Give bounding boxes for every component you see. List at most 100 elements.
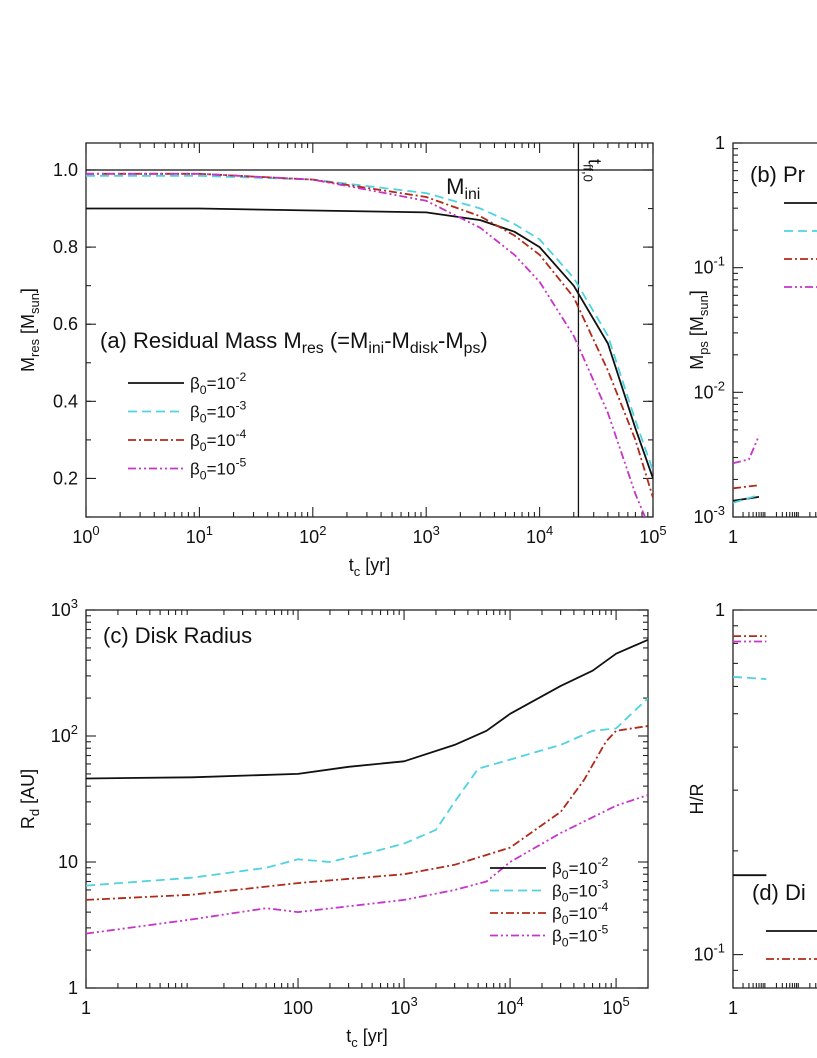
- legend-label-1-part: =10: [569, 859, 598, 878]
- panel-title-a-part: -M: [438, 328, 464, 353]
- y-tick-label: 10-3: [693, 503, 725, 527]
- panel-title-a: (a) Residual Mass Mres​ (=Mini​-Mdisk​-M…: [100, 328, 488, 357]
- y-axis-label-part: sun: [27, 293, 42, 314]
- x-tick-label: 103: [390, 994, 417, 1018]
- legend-label-2-part: β: [190, 403, 200, 422]
- legend-label-3-part: -4: [597, 900, 608, 914]
- panel-title-c: (c) Disk Radius: [103, 623, 252, 648]
- y-axis-label: Rd​ [AU]: [18, 769, 42, 829]
- y-tick-label-part: 10: [58, 852, 78, 872]
- x-tick-label-part: 10: [639, 527, 659, 547]
- y-tick-label-part: 2: [71, 722, 78, 737]
- legend-label-2: β0​=10-3: [190, 399, 247, 426]
- y-tick-label-part: -1: [713, 254, 725, 269]
- y-axis-label-part: M: [687, 355, 707, 370]
- y-axis-label-part: sun: [696, 295, 711, 316]
- panel-d: 1 10-1 1 H/R (d) Di: [687, 600, 817, 1018]
- legend-label-4: β0​=10-5: [552, 923, 609, 950]
- y-axis-label-part: [M: [687, 316, 707, 341]
- x-tick-label: 1: [728, 998, 738, 1018]
- legend-label-1-part: 0: [562, 868, 569, 882]
- y-tick-label-part: 3: [71, 596, 78, 611]
- y-axis-label: Mps​ [Msun​]: [687, 290, 711, 370]
- y-tick-label: 1: [68, 978, 78, 998]
- y-axis-label-group: H/R: [687, 784, 707, 815]
- y-tick-label-part: -1: [713, 941, 725, 956]
- x-tick-label-part: 100: [283, 998, 313, 1018]
- plot-area: [733, 635, 767, 877]
- series-line-1: [733, 496, 760, 502]
- legend-label-1-part: -2: [597, 855, 608, 869]
- y-axis-label-part: ]: [18, 288, 38, 293]
- y-axis-label-part: R: [18, 816, 38, 829]
- legend-label-1-part: 0: [200, 383, 207, 397]
- x-axis-label: tc​ [yr]: [349, 555, 391, 579]
- legend-label-2-part: =10: [207, 403, 236, 422]
- m-ini-label-part: M: [446, 174, 464, 199]
- panel-title-b: (b) Pr: [750, 162, 805, 187]
- panel-title-a-part: ini: [368, 340, 384, 357]
- y-tick-label: 0.2: [53, 468, 78, 488]
- x-axis-label: tc​ [yr]: [346, 1026, 388, 1050]
- legend-label-3-part: β: [552, 904, 562, 923]
- x-tick-label-part: 10: [496, 998, 516, 1018]
- series-line-3: [733, 484, 760, 490]
- y-tick-label: 0.4: [53, 391, 78, 411]
- y-tick-label-part: 10: [693, 258, 713, 278]
- legend-label-3-part: =10: [569, 904, 598, 923]
- series-line-1: [86, 638, 648, 780]
- y-tick-label: 10-1: [693, 941, 725, 965]
- legend-label-2-part: 0: [562, 891, 569, 905]
- legend-label-3: β0​=10-4: [552, 900, 609, 927]
- tff-label-part: t: [584, 159, 604, 164]
- y-axis-label: Mres​ [Msun​]: [18, 288, 42, 372]
- y-tick-label: 0.6: [53, 314, 78, 334]
- y-tick-label-part: 0.4: [53, 391, 78, 411]
- legend-label-1-part: β: [552, 859, 562, 878]
- panel-title-b-part: (b) Pr: [750, 162, 805, 187]
- x-tick-label-part: 10: [72, 527, 92, 547]
- m-ini-label: Mini: [446, 174, 480, 203]
- panel-title-a-part: res: [302, 340, 324, 357]
- y-axis-label-part: [AU]: [18, 769, 38, 809]
- panel-title-d-part: (d) Di: [752, 880, 806, 905]
- y-axis-label: H/R: [687, 784, 707, 815]
- legend-label-3-part: 0: [200, 440, 207, 454]
- x-tick-label-part: 5: [659, 523, 666, 538]
- legend-label-4-part: 0: [200, 469, 207, 483]
- y-tick-label-part: 1: [715, 600, 725, 620]
- legend-label-3-part: 0: [562, 913, 569, 927]
- x-tick-label: 103: [413, 523, 440, 547]
- tff-label: tff,0: [580, 159, 604, 182]
- y-tick-label-part: 10: [51, 600, 71, 620]
- x-axis-label-part: c: [354, 564, 361, 579]
- x-axis-label-part: [yr]: [360, 555, 390, 575]
- y-axis-label-part: [M: [18, 314, 38, 339]
- x-tick-label: 1: [728, 527, 738, 547]
- legend-label-2-part: -3: [597, 878, 608, 892]
- x-tick-label: 100: [283, 998, 313, 1018]
- y-tick-label: 10-2: [693, 378, 725, 402]
- x-axis-label-part: [yr]: [358, 1026, 388, 1046]
- legend-label-3-part: =10: [207, 431, 236, 450]
- m-ini-label-part: ini: [464, 186, 480, 203]
- x-tick-label: 102: [299, 523, 326, 547]
- y-tick-label: 1: [715, 133, 725, 153]
- y-axis-label-group: Mres​ [Msun​]: [18, 288, 42, 372]
- legend-label-4-part: 0: [562, 936, 569, 950]
- y-axis-label-group: Rd​ [AU]: [18, 769, 42, 829]
- y-axis-label-part: M: [18, 357, 38, 372]
- legend-label-2-part: β: [552, 882, 562, 901]
- legend-label-2-part: -3: [235, 399, 246, 413]
- x-tick-label-part: 0: [92, 523, 99, 538]
- series-line-2: [86, 174, 653, 471]
- tff-label-group: tff,0: [580, 159, 604, 182]
- series-line-2: [733, 494, 760, 504]
- x-tick-label-part: 10: [526, 527, 546, 547]
- y-tick-label-part: 10: [693, 945, 713, 965]
- legend-label-2: β0​=10-3: [552, 878, 609, 905]
- panel-title-a-part: ps: [464, 340, 481, 357]
